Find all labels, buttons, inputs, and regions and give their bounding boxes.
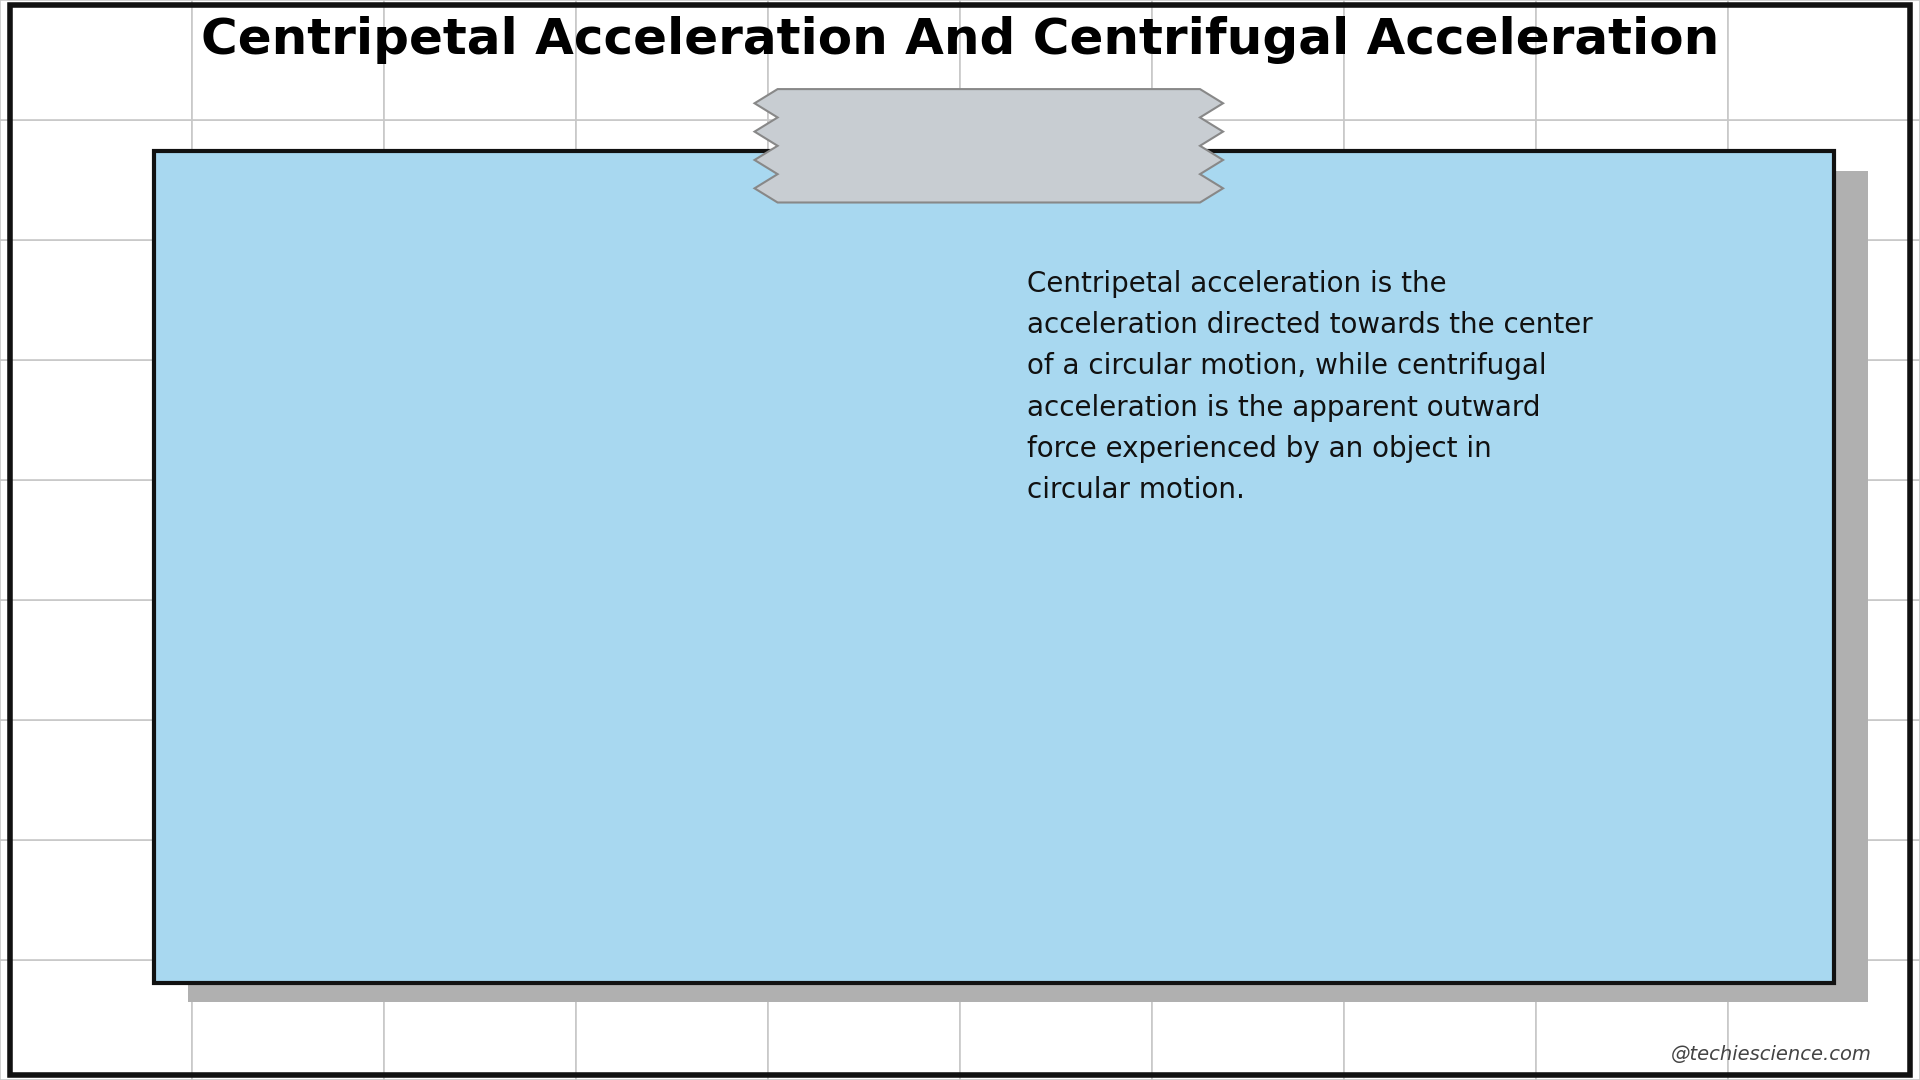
Bar (1728, 600, 1920, 720)
Bar (576, 600, 768, 720)
Bar (1152, 120, 1344, 240)
Bar (1152, 480, 1344, 600)
Bar (960, 720, 1152, 840)
Bar (1152, 720, 1344, 840)
Bar (192, 960, 384, 1080)
Bar (0, 120, 192, 240)
Bar (0, 360, 192, 480)
Bar (576, 720, 768, 840)
Bar (1344, 360, 1536, 480)
Bar (768, 960, 960, 1080)
Bar (768, 360, 960, 480)
Bar (384, 240, 576, 360)
Bar (1344, 240, 1536, 360)
Bar (384, 360, 576, 480)
Bar (1344, 0, 1536, 120)
Bar (1536, 840, 1728, 960)
Bar (576, 0, 768, 120)
Text: Centripetal acceleration is the
acceleration directed towards the center
of a ci: Centripetal acceleration is the accelera… (1027, 270, 1594, 504)
Bar (1536, 960, 1728, 1080)
Bar (1536, 240, 1728, 360)
Bar (0, 960, 192, 1080)
Bar (1152, 360, 1344, 480)
Bar (192, 240, 384, 360)
Bar (1344, 120, 1536, 240)
Bar (960, 960, 1152, 1080)
Bar (1728, 120, 1920, 240)
Bar (1728, 360, 1920, 480)
Polygon shape (755, 90, 1223, 203)
Bar (1536, 480, 1728, 600)
Bar (0, 600, 192, 720)
Bar (768, 600, 960, 720)
Bar (1536, 360, 1728, 480)
Bar (192, 480, 384, 600)
Bar (384, 600, 576, 720)
Bar (1152, 600, 1344, 720)
Bar (960, 360, 1152, 480)
Bar (384, 960, 576, 1080)
Bar (0, 240, 192, 360)
Bar (960, 0, 1152, 120)
Bar (1728, 840, 1920, 960)
Bar (192, 360, 384, 480)
Bar (384, 720, 576, 840)
Bar (0, 840, 192, 960)
Bar (1728, 720, 1920, 840)
Bar (1536, 720, 1728, 840)
Bar (384, 840, 576, 960)
Bar (1536, 120, 1728, 240)
Bar (1344, 960, 1536, 1080)
Bar (384, 480, 576, 600)
Bar (1152, 0, 1344, 120)
Bar (576, 960, 768, 1080)
Bar (1152, 840, 1344, 960)
Bar (768, 480, 960, 600)
Bar (192, 120, 384, 240)
Bar (384, 120, 576, 240)
Bar (1344, 840, 1536, 960)
Bar (1728, 0, 1920, 120)
Bar (0, 720, 192, 840)
Bar (576, 840, 768, 960)
Bar (960, 240, 1152, 360)
Bar (192, 840, 384, 960)
Bar (0, 0, 192, 120)
Bar (960, 480, 1152, 600)
Bar (768, 0, 960, 120)
Bar (768, 840, 960, 960)
Text: @techiescience.com: @techiescience.com (1670, 1044, 1872, 1064)
Bar (1728, 960, 1920, 1080)
Bar (1728, 480, 1920, 600)
Bar (576, 240, 768, 360)
Bar (1536, 0, 1728, 120)
Bar (1344, 480, 1536, 600)
Bar (576, 360, 768, 480)
Bar (768, 720, 960, 840)
Bar (1344, 600, 1536, 720)
Bar (960, 600, 1152, 720)
Bar (1152, 240, 1344, 360)
Bar (188, 171, 1868, 1002)
Bar (192, 720, 384, 840)
Bar (192, 600, 384, 720)
Bar (1728, 240, 1920, 360)
Bar (576, 120, 768, 240)
Bar (1344, 720, 1536, 840)
Bar (768, 240, 960, 360)
Bar (192, 0, 384, 120)
Bar (960, 840, 1152, 960)
Text: Centripetal Acceleration And Centrifugal Acceleration: Centripetal Acceleration And Centrifugal… (202, 16, 1718, 64)
Bar (0, 480, 192, 600)
Bar (1152, 960, 1344, 1080)
Bar (1536, 600, 1728, 720)
Bar (768, 120, 960, 240)
Bar (384, 0, 576, 120)
Bar (576, 480, 768, 600)
Bar (960, 120, 1152, 240)
Bar (154, 151, 1834, 983)
